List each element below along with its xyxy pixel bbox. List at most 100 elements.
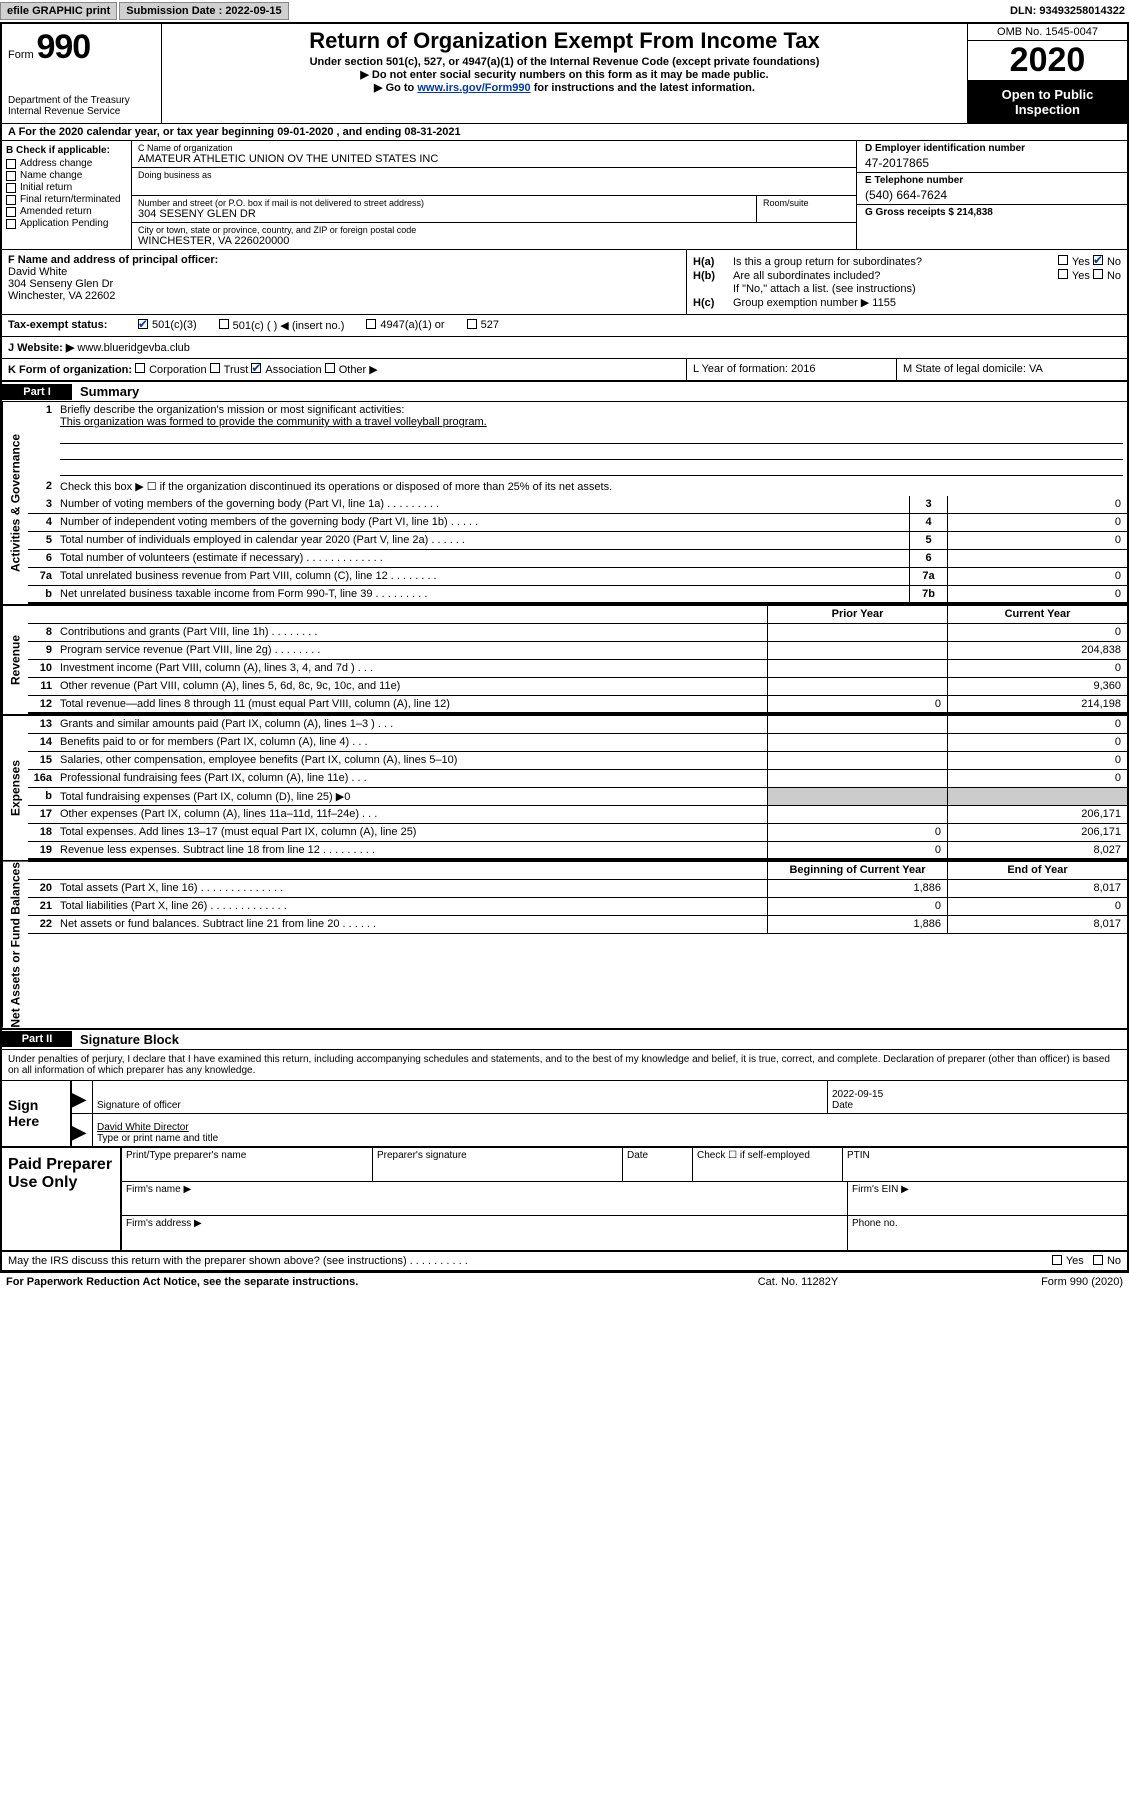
form-container: Form 990 Department of the Treasury Inte…: [0, 22, 1129, 1273]
chk-527[interactable]: [467, 319, 477, 329]
current-year-value: 0: [947, 624, 1127, 641]
top-bar: efile GRAPHIC print Submission Date : 20…: [0, 0, 1129, 22]
summary-row: 7aTotal unrelated business revenue from …: [28, 568, 1127, 586]
efile-print-button[interactable]: efile GRAPHIC print: [0, 2, 117, 20]
chk-amended[interactable]: [6, 207, 16, 217]
row-text: Total assets (Part X, line 16) . . . . .…: [56, 880, 767, 897]
sig-date-label: Date: [832, 1100, 1123, 1111]
chk-discuss-no[interactable]: [1093, 1255, 1103, 1265]
chk-initial-return[interactable]: [6, 183, 16, 193]
arrow-icon: ▶: [72, 1081, 92, 1113]
city-label: City or town, state or province, country…: [138, 225, 850, 235]
row-text: Total fundraising expenses (Part IX, col…: [56, 788, 767, 805]
row-letter: 7b: [909, 586, 947, 602]
chk-address-change[interactable]: [6, 159, 16, 169]
cat-no: Cat. No. 11282Y: [673, 1276, 923, 1288]
summary-row: 19Revenue less expenses. Subtract line 1…: [28, 842, 1127, 860]
row-num: 5: [28, 532, 56, 549]
hdr-current-year: Current Year: [947, 606, 1127, 623]
lbl-name-change: Name change: [20, 170, 82, 181]
chk-name-change[interactable]: [6, 171, 16, 181]
summary-row: 14Benefits paid to or for members (Part …: [28, 734, 1127, 752]
block-governance: Activities & Governance 1 Briefly descri…: [2, 402, 1127, 606]
form990-link[interactable]: www.irs.gov/Form990: [417, 82, 530, 94]
chk-ha-no[interactable]: [1093, 255, 1103, 265]
row-num: 7a: [28, 568, 56, 585]
row-num: 22: [28, 916, 56, 933]
summary-row: 12Total revenue—add lines 8 through 11 (…: [28, 696, 1127, 714]
row-text: Total number of volunteers (estimate if …: [56, 550, 909, 567]
goto-suffix: for instructions and the latest informat…: [534, 82, 755, 94]
summary-row: 20Total assets (Part X, line 16) . . . .…: [28, 880, 1127, 898]
omb-number: OMB No. 1545-0047: [968, 24, 1127, 41]
dept-treasury: Department of the Treasury: [8, 95, 155, 106]
row-num: b: [28, 586, 56, 602]
current-year-value: 206,171: [947, 806, 1127, 823]
submission-date-button[interactable]: Submission Date : 2022-09-15: [119, 2, 288, 20]
chk-hb-no[interactable]: [1093, 269, 1103, 279]
form-subtitle: Under section 501(c), 527, or 4947(a)(1)…: [170, 56, 959, 68]
street-label: Number and street (or P.O. box if mail i…: [138, 198, 750, 208]
line1-text: Briefly describe the organization's miss…: [56, 402, 1127, 478]
mission-text: This organization was formed to provide …: [60, 416, 487, 428]
chk-ha-yes[interactable]: [1058, 255, 1068, 265]
chk-501c[interactable]: [219, 319, 229, 329]
summary-row: 4Number of independent voting members of…: [28, 514, 1127, 532]
chk-trust[interactable]: [210, 363, 220, 373]
opt-trust: Trust: [224, 364, 249, 376]
room-suite-label: Room/suite: [756, 196, 856, 222]
block-expenses: Expenses 13Grants and similar amounts pa…: [2, 716, 1127, 862]
sig-date-value: 2022-09-15: [832, 1089, 1123, 1100]
arrow-icon-2: ▶: [72, 1114, 92, 1146]
hb-label: H(b): [693, 270, 733, 282]
row-value: 0: [947, 568, 1127, 585]
current-year-value: 204,838: [947, 642, 1127, 659]
row-fgh: F Name and address of principal officer:…: [2, 250, 1127, 315]
signature-officer-cell[interactable]: Signature of officer: [92, 1081, 827, 1113]
chk-final-return[interactable]: [6, 195, 16, 205]
discuss-text: May the IRS discuss this return with the…: [8, 1255, 1052, 1267]
ein-value: 47-2017865: [865, 156, 1119, 170]
summary-row: 16aProfessional fundraising fees (Part I…: [28, 770, 1127, 788]
lbl-app-pending: Application Pending: [20, 218, 108, 229]
current-year-value: 0: [947, 770, 1127, 787]
chk-other[interactable]: [325, 363, 335, 373]
chk-assoc[interactable]: [251, 363, 261, 373]
lbl-final-return: Final return/terminated: [20, 194, 121, 205]
chk-4947[interactable]: [366, 319, 376, 329]
prior-year-value: [767, 806, 947, 823]
chk-corp[interactable]: [135, 363, 145, 373]
discuss-no: No: [1107, 1255, 1121, 1267]
row-tax-status: Tax-exempt status: 501(c)(3) 501(c) ( ) …: [2, 315, 1127, 337]
chk-app-pending[interactable]: [6, 219, 16, 229]
prior-year-value: 0: [767, 898, 947, 915]
row-text: Total unrelated business revenue from Pa…: [56, 568, 909, 585]
type-name-cell[interactable]: David White Director Type or print name …: [92, 1114, 1127, 1146]
header-left: Form 990 Department of the Treasury Inte…: [2, 24, 162, 123]
chk-discuss-yes[interactable]: [1052, 1255, 1062, 1265]
summary-row: bNet unrelated business taxable income f…: [28, 586, 1127, 604]
opt-527: 527: [481, 319, 499, 332]
gross-receipts: G Gross receipts $ 214,838: [865, 207, 1119, 218]
current-year-value: [947, 788, 1127, 805]
row-text: Other expenses (Part IX, column (A), lin…: [56, 806, 767, 823]
opt-assoc: Association: [265, 364, 321, 376]
prior-year-value: [767, 678, 947, 695]
paid-preparer-block: Paid Preparer Use Only Print/Type prepar…: [2, 1148, 1127, 1252]
row-letter: 5: [909, 532, 947, 549]
col-f-officer: F Name and address of principal officer:…: [2, 250, 687, 314]
part2-box: Part II: [2, 1031, 72, 1047]
row-text: Total revenue—add lines 8 through 11 (mu…: [56, 696, 767, 712]
row-num: 8: [28, 624, 56, 641]
k-form-org: K Form of organization: Corporation Trus…: [2, 359, 687, 380]
row-letter: 7a: [909, 568, 947, 585]
chk-hb-yes[interactable]: [1058, 269, 1068, 279]
officer-label: F Name and address of principal officer:: [8, 254, 680, 266]
row-value: 0: [947, 532, 1127, 549]
chk-501c3[interactable]: [138, 319, 148, 329]
prior-year-value: [767, 660, 947, 677]
prior-year-value: [767, 788, 947, 805]
opt-other: Other ▶: [339, 364, 378, 376]
row-value: 0: [947, 514, 1127, 531]
firm-addr-label: Firm's address ▶: [122, 1216, 847, 1250]
